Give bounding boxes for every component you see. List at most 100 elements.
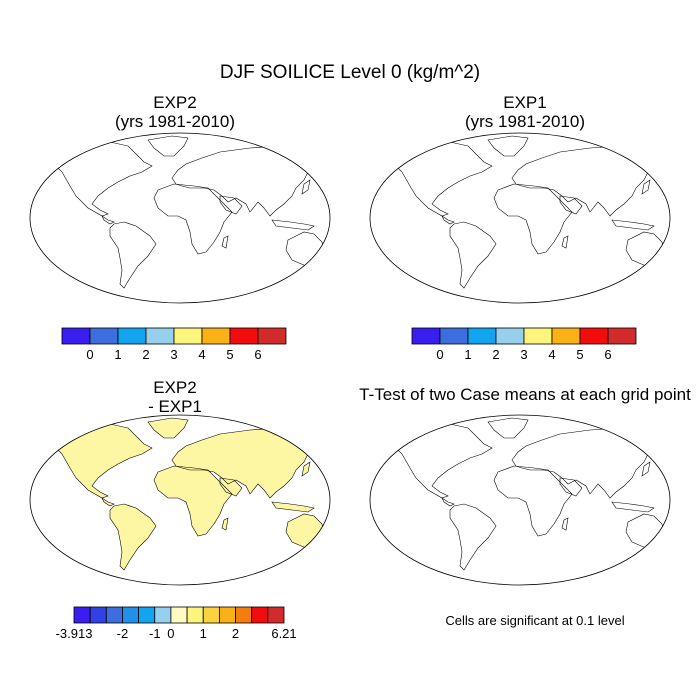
significant-cell bbox=[626, 462, 630, 465]
significant-cell bbox=[593, 451, 596, 454]
significant-cell bbox=[567, 435, 570, 438]
significant-cell bbox=[463, 434, 467, 437]
significant-cell bbox=[622, 460, 625, 463]
significant-cell bbox=[398, 424, 402, 427]
significant-cell bbox=[465, 424, 468, 427]
significant-cell bbox=[479, 425, 482, 428]
panel-title-line1: EXP1 bbox=[503, 93, 547, 112]
significant-cell bbox=[614, 443, 617, 446]
significant-cell bbox=[489, 454, 492, 457]
significant-cell bbox=[466, 432, 469, 435]
significant-cell bbox=[648, 429, 651, 432]
colorbar-tick-label: 6 bbox=[604, 347, 611, 362]
significant-cell bbox=[625, 446, 629, 449]
significant-cell bbox=[402, 440, 405, 443]
significant-cell bbox=[545, 433, 548, 436]
significant-cell bbox=[640, 442, 643, 445]
significant-cell bbox=[595, 433, 598, 436]
significant-cell bbox=[560, 465, 564, 468]
significant-cell bbox=[639, 430, 642, 433]
significant-cell bbox=[563, 448, 567, 451]
significant-cell bbox=[424, 437, 428, 440]
significant-cell bbox=[547, 439, 551, 442]
significant-cell bbox=[427, 446, 430, 449]
colorbar-swatch bbox=[579, 327, 609, 345]
significant-cell bbox=[446, 445, 450, 448]
significant-cell bbox=[594, 469, 598, 472]
significant-cell bbox=[597, 448, 600, 451]
colorbar-swatch bbox=[105, 606, 123, 624]
significant-cell bbox=[647, 447, 651, 450]
significant-cell bbox=[457, 448, 460, 451]
panel-title-exp1: EXP1 (yrs 1981-2010) bbox=[425, 93, 625, 131]
significant-cell bbox=[478, 431, 481, 434]
colorbar-swatch bbox=[154, 606, 172, 624]
significant-cell bbox=[454, 442, 457, 445]
significant-cell bbox=[585, 466, 588, 469]
significant-cell bbox=[390, 424, 393, 427]
significant-cell bbox=[530, 448, 533, 451]
significant-cell bbox=[607, 442, 611, 446]
significant-cell bbox=[410, 431, 414, 434]
significant-cell bbox=[611, 430, 614, 433]
significant-cell bbox=[632, 446, 636, 449]
significant-cell bbox=[615, 448, 618, 451]
significant-cell bbox=[446, 447, 450, 450]
significant-cell bbox=[614, 445, 617, 448]
significant-cell bbox=[613, 444, 617, 447]
significant-cell bbox=[618, 438, 621, 441]
significant-cell bbox=[458, 437, 462, 441]
colorbar-swatch bbox=[61, 327, 91, 345]
significant-cell bbox=[640, 433, 644, 436]
colorbar-tick-label: -1 bbox=[149, 626, 161, 641]
significant-cell bbox=[635, 432, 639, 435]
significant-cell bbox=[560, 465, 563, 468]
colorbar-tick-label: 1 bbox=[464, 347, 471, 362]
significant-cell bbox=[450, 454, 454, 457]
colorbar-swatch bbox=[201, 327, 231, 345]
significant-cell bbox=[439, 425, 443, 428]
significant-cell bbox=[408, 455, 412, 458]
significant-cell bbox=[623, 460, 626, 464]
significant-cell bbox=[613, 466, 617, 469]
colorbar-swatch bbox=[229, 327, 259, 345]
significant-cell bbox=[598, 433, 601, 437]
significant-cell bbox=[645, 444, 648, 447]
map-border bbox=[29, 132, 331, 304]
significant-cell bbox=[609, 450, 612, 453]
significant-cell bbox=[391, 431, 394, 435]
significant-cell bbox=[439, 439, 443, 442]
significant-cell bbox=[537, 434, 540, 438]
significant-cell bbox=[528, 464, 532, 468]
significant-cell bbox=[617, 438, 620, 441]
significant-cell bbox=[456, 442, 459, 445]
significant-cell bbox=[547, 450, 550, 453]
significant-cell bbox=[638, 428, 641, 431]
significant-cell bbox=[462, 437, 466, 440]
significant-cell bbox=[484, 436, 487, 439]
significant-cell bbox=[585, 443, 588, 446]
significant-cell bbox=[558, 441, 561, 444]
significant-cell bbox=[624, 449, 627, 452]
significant-cell bbox=[647, 431, 651, 435]
significant-cell bbox=[462, 452, 466, 455]
significant-cell bbox=[603, 469, 607, 472]
colorbar-swatch bbox=[122, 606, 140, 624]
significant-cell bbox=[652, 450, 655, 453]
significant-cell bbox=[615, 441, 619, 444]
significant-cell bbox=[464, 439, 467, 442]
significant-cell bbox=[547, 429, 550, 432]
colorbar-swatch bbox=[186, 606, 204, 624]
significant-cell bbox=[653, 446, 657, 449]
colorbar-swatch bbox=[251, 606, 269, 624]
colorbar-swatch bbox=[138, 606, 156, 624]
significant-cell bbox=[520, 463, 524, 466]
significant-cell bbox=[435, 443, 439, 446]
colorbar-swatch bbox=[218, 606, 236, 624]
colorbar-swatch bbox=[202, 606, 220, 624]
significant-cell bbox=[453, 428, 456, 431]
significant-cell bbox=[427, 434, 430, 437]
significant-cell bbox=[534, 432, 538, 435]
significant-cell bbox=[453, 451, 456, 455]
